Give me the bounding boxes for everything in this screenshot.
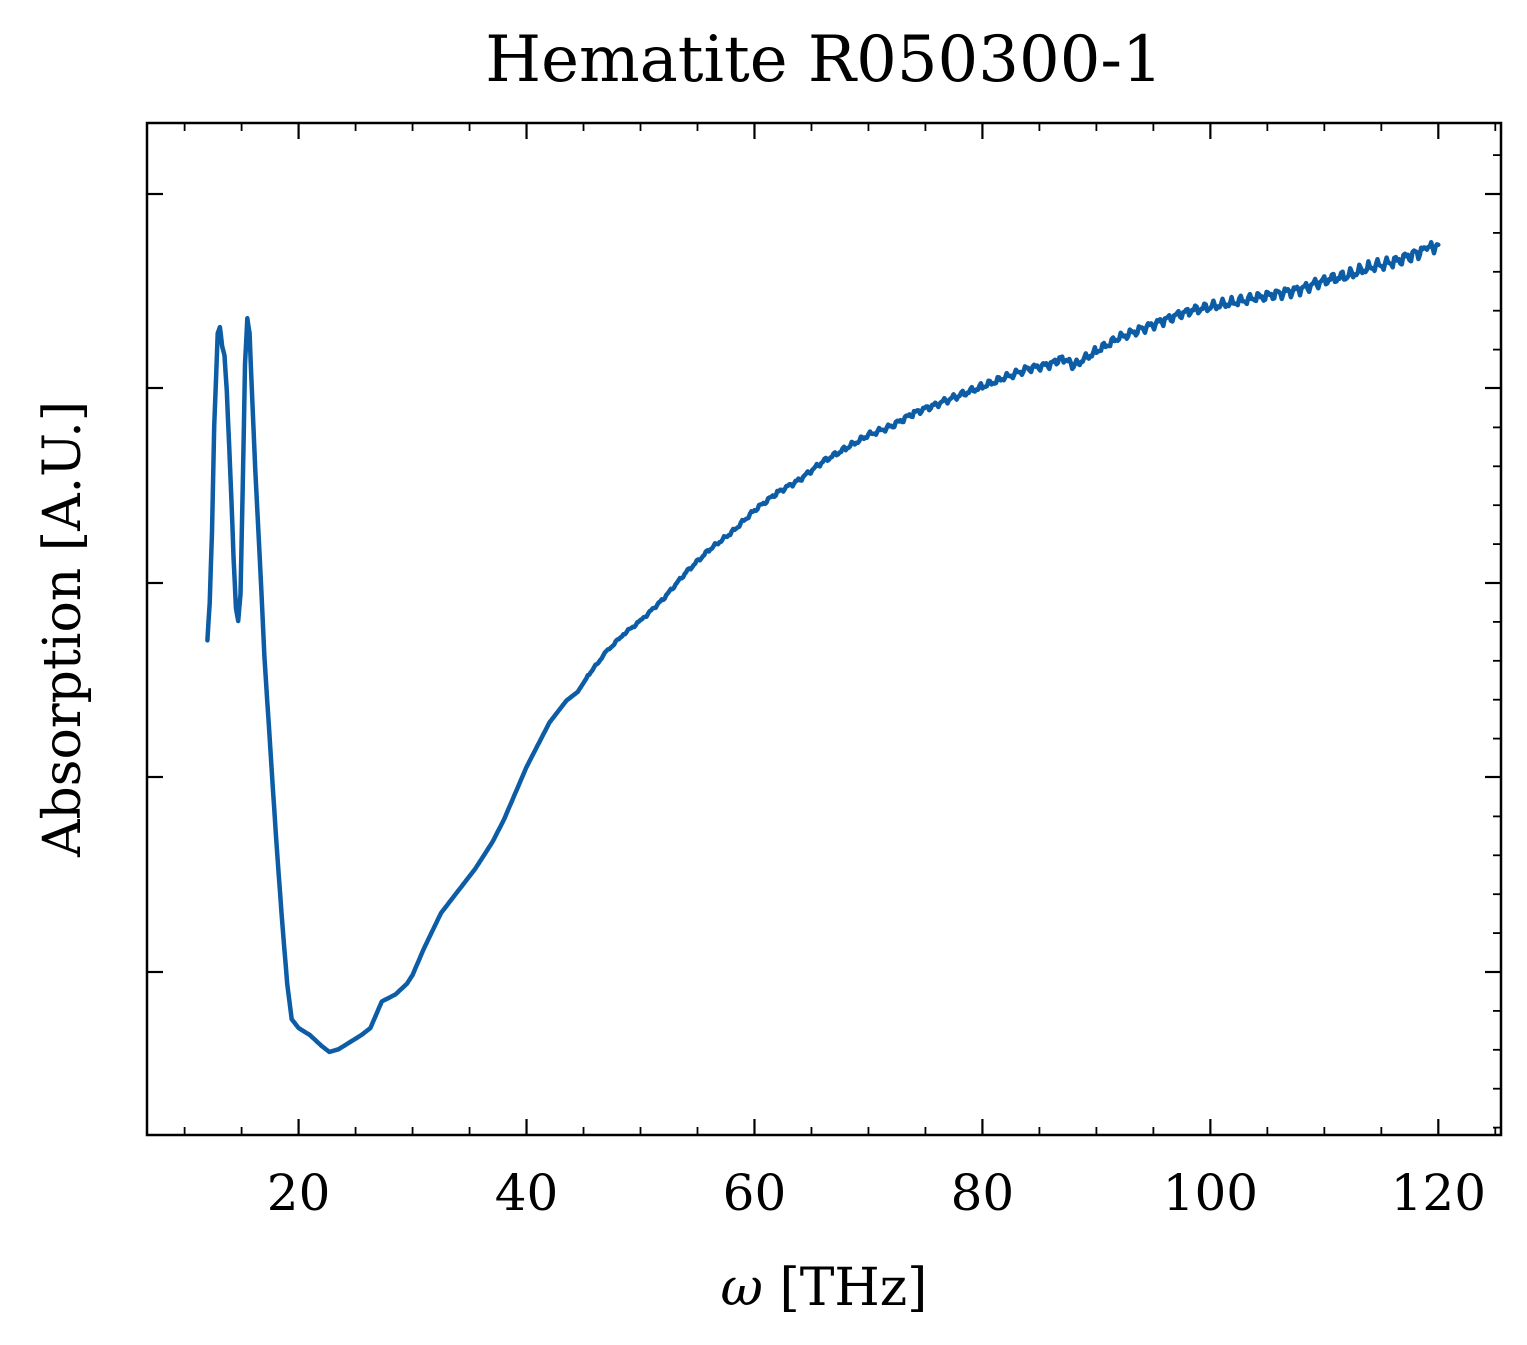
x-axis-symbol: ω (721, 1258, 763, 1318)
x-tick-label: 120 (1391, 1164, 1486, 1222)
x-tick-label: 100 (1163, 1164, 1258, 1222)
x-tick-label: 40 (495, 1164, 559, 1222)
y-ticks (147, 154, 1501, 1129)
x-axis-unit: [THz] (779, 1258, 927, 1318)
y-axis-label: Absorption [A.U.] (33, 401, 93, 858)
x-tick-label: 20 (267, 1164, 331, 1222)
x-axis-label: ω [THz] (721, 1258, 928, 1318)
absorption-series-line (205, 240, 1441, 1055)
plot-frame (145, 121, 1503, 1137)
x-ticks: 20 40 60 80 100 120 (183, 123, 1497, 1222)
chart-title: Hematite R050300-1 (485, 23, 1163, 97)
plot-area (205, 240, 1441, 1055)
x-tick-label: 60 (723, 1164, 787, 1222)
x-tick-label: 80 (951, 1164, 1015, 1222)
